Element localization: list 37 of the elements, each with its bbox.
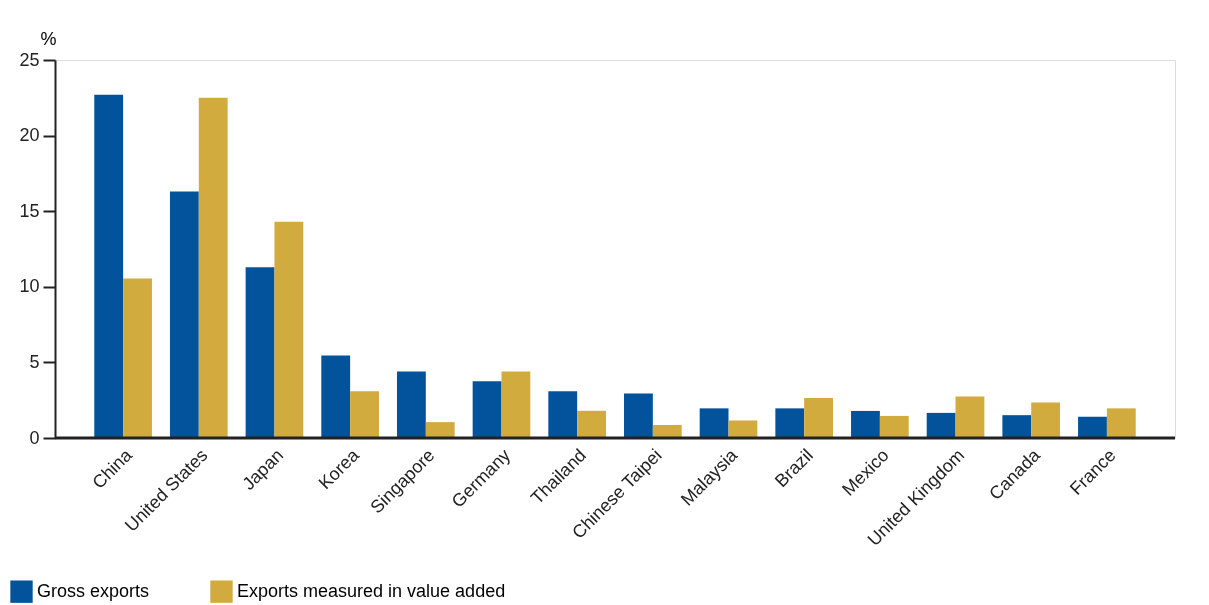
bar — [94, 94, 124, 438]
y-axis-title: % — [40, 28, 57, 49]
y-tick-label: 15 — [19, 200, 40, 221]
bar — [879, 415, 909, 438]
bar — [926, 412, 956, 438]
legend-label: Gross exports — [37, 580, 150, 601]
bar — [472, 381, 502, 438]
bar — [851, 410, 880, 438]
y-tick-label: 5 — [29, 351, 40, 372]
bar — [1106, 408, 1136, 438]
bar — [396, 371, 426, 438]
bar — [123, 278, 152, 438]
bar — [652, 425, 682, 438]
y-tick-label: 25 — [19, 49, 40, 70]
y-tick-label: 20 — [19, 125, 40, 146]
y-tick-label: 0 — [29, 427, 40, 448]
bar — [624, 393, 653, 438]
bar — [169, 191, 199, 438]
bar — [425, 422, 455, 438]
legend-label: Exports measured in value added — [237, 580, 506, 601]
bar — [804, 398, 834, 438]
bar — [728, 420, 758, 438]
bar — [350, 391, 379, 438]
bar — [198, 97, 228, 438]
bar — [1002, 415, 1032, 438]
bar — [577, 410, 606, 438]
bar — [1078, 416, 1107, 438]
bar — [321, 355, 351, 438]
bar — [548, 391, 578, 438]
y-tick-label: 10 — [19, 276, 40, 297]
bar — [501, 371, 531, 438]
bar — [699, 408, 729, 438]
bar — [274, 221, 304, 438]
bar — [775, 408, 805, 438]
bar — [955, 396, 985, 438]
bar — [1031, 402, 1061, 438]
bar — [245, 267, 275, 438]
